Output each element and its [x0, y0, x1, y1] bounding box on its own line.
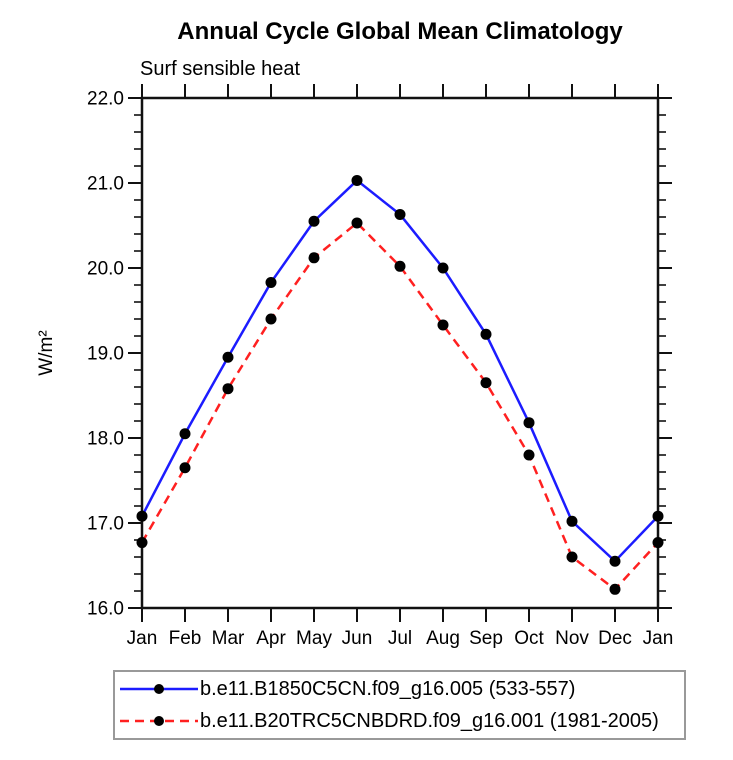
data-point-s1 — [523, 449, 535, 461]
y-tick-label: 18.0 — [87, 429, 124, 450]
data-point-s0 — [394, 208, 406, 220]
data-point-s0 — [351, 174, 363, 186]
x-tick-label: Jan — [127, 628, 158, 649]
y-tick-label: 19.0 — [87, 344, 124, 365]
y-tick-label: 22.0 — [87, 89, 124, 110]
legend-item: b.e11.B1850C5CN.f09_g16.005 (533-557) — [115, 673, 684, 705]
legend-marker — [154, 716, 164, 726]
data-point-s0 — [136, 510, 148, 522]
data-point-s0 — [222, 351, 234, 363]
x-tick-label: Dec — [598, 628, 632, 649]
x-tick-label: Jul — [388, 628, 412, 649]
data-point-s0 — [523, 417, 535, 429]
data-point-s0 — [265, 276, 277, 288]
legend-label: b.e11.B20TRC5CNBDRD.f09_g16.001 (1981-20… — [200, 710, 659, 732]
legend-sample-icon — [120, 716, 198, 726]
data-point-s0 — [308, 215, 320, 227]
y-tick-label: 16.0 — [87, 599, 124, 620]
data-point-s0 — [437, 262, 449, 274]
data-point-s0 — [566, 515, 578, 527]
legend-sample-series-0 — [118, 682, 200, 696]
data-point-s1 — [652, 537, 664, 549]
data-point-s1 — [308, 252, 320, 264]
x-tick-label: Apr — [256, 628, 286, 649]
x-tick-label: Jun — [342, 628, 373, 649]
data-point-s1 — [179, 462, 191, 474]
data-point-s1 — [566, 551, 578, 563]
y-tick-label: 21.0 — [87, 174, 124, 195]
data-point-s1 — [222, 383, 234, 395]
data-point-s1 — [437, 319, 449, 331]
x-tick-label: Nov — [555, 628, 589, 649]
data-point-s1 — [394, 260, 406, 272]
data-point-s0 — [652, 510, 664, 522]
x-tick-label: Sep — [469, 628, 503, 649]
data-point-s0 — [179, 428, 191, 440]
data-point-s1 — [136, 537, 148, 549]
x-tick-label: Jan — [643, 628, 674, 649]
data-point-s1 — [609, 583, 621, 595]
legend-item: b.e11.B20TRC5CNBDRD.f09_g16.001 (1981-20… — [115, 705, 684, 737]
axis-frame — [140, 96, 660, 610]
legend-label: b.e11.B1850C5CN.f09_g16.005 (533-557) — [200, 678, 576, 700]
data-point-s0 — [480, 328, 492, 340]
legend-sample-series-1 — [118, 714, 200, 728]
x-tick-label: Feb — [169, 628, 202, 649]
series-line-0 — [140, 178, 659, 564]
x-tick-label: Oct — [514, 628, 544, 649]
x-tick-label: May — [296, 628, 332, 649]
x-tick-label: Aug — [426, 628, 460, 649]
chart-subtitle: Surf sensible heat — [140, 58, 301, 80]
legend-sample-icon — [120, 684, 198, 694]
y-tick-label: 17.0 — [87, 514, 124, 535]
data-point-s0 — [609, 555, 621, 567]
y-tick-label: 20.0 — [87, 259, 124, 280]
x-tick-label: Mar — [212, 628, 245, 649]
legend-marker — [154, 684, 164, 694]
legend: b.e11.B1850C5CN.f09_g16.005 (533-557) b.… — [113, 670, 686, 740]
data-point-s1 — [480, 377, 492, 389]
data-point-s1 — [265, 313, 277, 325]
chart-title: Annual Cycle Global Mean Climatology — [177, 18, 623, 45]
series-line-1 — [140, 221, 659, 591]
data-point-s1 — [351, 217, 363, 229]
